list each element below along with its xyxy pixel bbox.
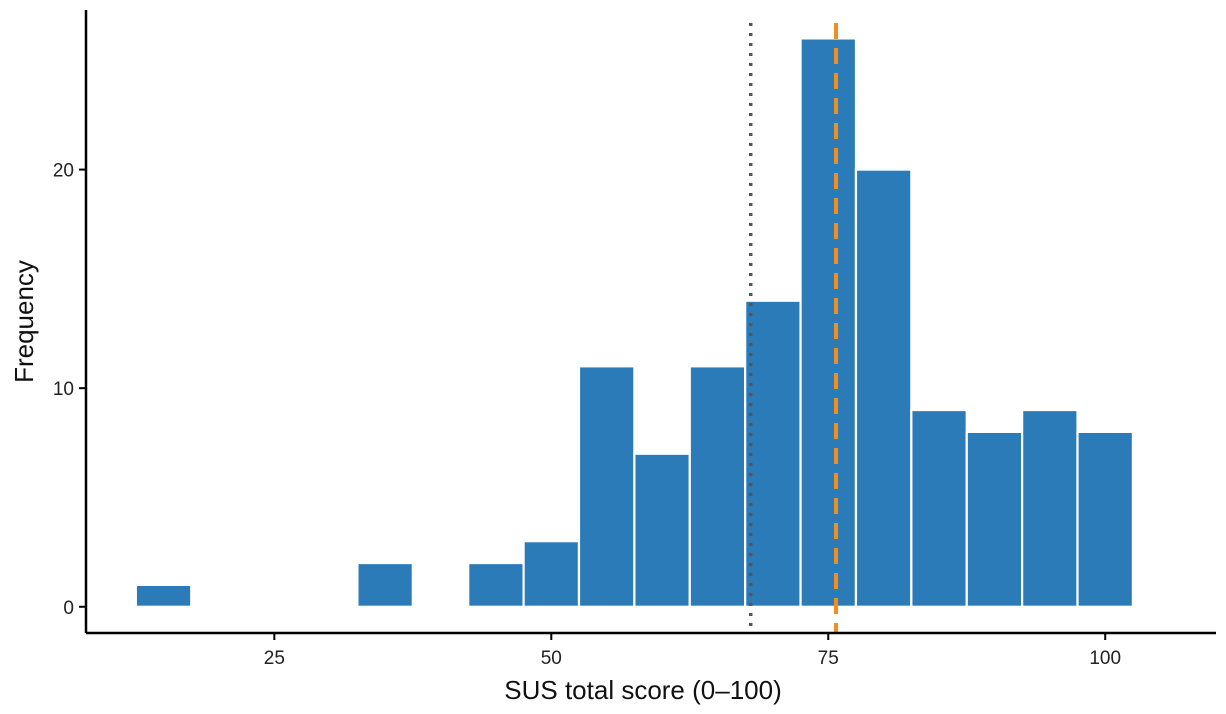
- y-tick-label: 0: [63, 598, 74, 619]
- y-axis-title: Frequency: [9, 260, 39, 383]
- histogram-bar-8: [577, 365, 636, 608]
- x-tick-label: 75: [818, 648, 839, 669]
- y-tick-label: 20: [53, 161, 74, 182]
- histogram-bar-0: [134, 583, 193, 608]
- axes: [79, 10, 1216, 640]
- x-tick-label: 50: [541, 648, 562, 669]
- histogram-bar-17: [1076, 430, 1135, 608]
- histogram-bar-16: [1021, 408, 1079, 608]
- tick-labels: 25 50 75 100 0 10 20: [53, 161, 1121, 669]
- histogram-bar-12: [799, 37, 858, 608]
- histogram-bar-9: [633, 452, 691, 608]
- reference-lines: [748, 23, 839, 633]
- histogram-bar-11: [744, 299, 802, 608]
- histogram-bar-6: [467, 561, 525, 608]
- x-tick-label: 100: [1089, 648, 1121, 669]
- x-axis-title: SUS total score (0–100): [504, 675, 781, 705]
- histogram-bar-10: [688, 365, 747, 608]
- histogram-bar-14: [910, 408, 968, 608]
- histogram-bar-4: [356, 561, 414, 608]
- histogram-bar-13: [854, 168, 913, 608]
- histogram-bar-15: [965, 430, 1024, 608]
- histogram-bar-7: [522, 540, 581, 608]
- y-tick-label: 10: [53, 379, 74, 400]
- histogram-bars: [134, 37, 1135, 608]
- x-tick-label: 25: [264, 648, 285, 669]
